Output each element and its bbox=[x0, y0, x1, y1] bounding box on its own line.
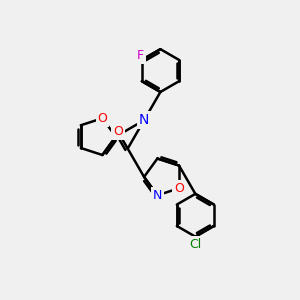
Text: O: O bbox=[174, 182, 184, 195]
Text: Cl: Cl bbox=[189, 238, 202, 250]
Text: F: F bbox=[137, 49, 144, 62]
Text: O: O bbox=[113, 125, 123, 138]
Text: N: N bbox=[153, 189, 162, 202]
Text: O: O bbox=[98, 112, 107, 125]
Text: N: N bbox=[139, 113, 149, 127]
